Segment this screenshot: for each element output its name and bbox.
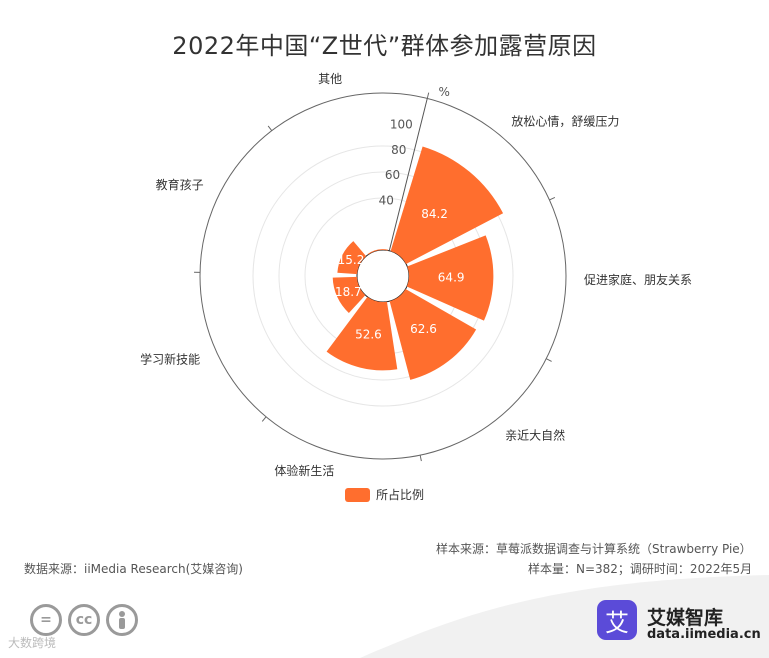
bar-4[interactable] [326, 296, 398, 371]
chart-bars [326, 146, 504, 380]
bar-6[interactable] [337, 241, 367, 275]
chart-legend[interactable]: 所占比例 [345, 486, 424, 503]
brand-url: data.iimedia.cn [647, 627, 761, 642]
category-label: 体验新生活 [274, 463, 334, 478]
radial-tick-label: 40 [379, 193, 394, 207]
axis-tick [546, 358, 552, 362]
radial-tick-label: 100 [390, 118, 413, 132]
brand-name: 艾媒智库 [647, 607, 724, 629]
sample-size: 样本量：N=382；调研时间：2022年5月 [528, 562, 753, 576]
radial-tick-label: 60 [385, 168, 400, 182]
bar-value-label: 18.7 [335, 285, 362, 299]
grid-ring [252, 145, 514, 407]
category-label: 促进家庭、朋友关系 [584, 272, 692, 287]
watermark: 大数跨境 [8, 636, 57, 650]
axis-tick [267, 125, 273, 131]
bar-3[interactable] [389, 288, 477, 380]
category-label: 放松心情，舒缓压力 [511, 113, 619, 128]
category-label: 教育孩子 [156, 177, 204, 192]
bar-value-label: 0.6 [367, 237, 386, 251]
bar-5[interactable] [332, 276, 366, 313]
bar-value-label: 52.6 [355, 327, 382, 341]
bar-value-label: 62.6 [410, 322, 437, 336]
chart-labels: 40 60 80 100% 84.2 放松心情，舒缓压力 64.9 促进家庭、朋友关系 62.6… [140, 72, 692, 478]
bar-value-label: 84.2 [421, 207, 448, 221]
axis-tick [426, 92, 430, 99]
category-label: 学习新技能 [140, 352, 200, 367]
person-icon [106, 604, 138, 636]
outer-ring [199, 92, 567, 460]
bar-value-label: 64.9 [438, 270, 465, 284]
radial-tick-label: 80 [391, 143, 406, 157]
category-label: 亲近大自然 [505, 428, 565, 443]
category-label: 其他 [318, 72, 342, 86]
bar-value-label: 15.2 [338, 253, 365, 267]
radial-axis [388, 98, 428, 251]
axis-tick [549, 196, 556, 201]
legend-swatch [345, 487, 370, 502]
sample-source: 样本来源：草莓派数据调查与计算系统（Strawberry Pie） [436, 542, 752, 556]
legend-label: 所占比例 [376, 488, 425, 502]
bar-2[interactable] [406, 235, 494, 321]
data-source: 数据来源：iiMedia Research(艾媒咨询) [24, 562, 243, 576]
radial-unit-label: % [439, 85, 450, 99]
bar-7[interactable] [367, 249, 389, 255]
license-icons: = cc [30, 604, 138, 636]
cc-icon: cc [68, 604, 100, 636]
axis-tick [419, 455, 422, 462]
chart-title: 2022年中国“Z世代”群体参加露营原因 [172, 32, 597, 60]
polar-bar-chart: 40 60 80 100% 84.2 放松心情，舒缓压力 64.9 促进家庭、朋友关系 62.6… [140, 72, 692, 478]
brand-logo-icon: 艾 [597, 600, 637, 640]
equals-icon: = [30, 604, 62, 636]
axis-tick [261, 416, 267, 422]
bar-1[interactable] [390, 146, 504, 264]
